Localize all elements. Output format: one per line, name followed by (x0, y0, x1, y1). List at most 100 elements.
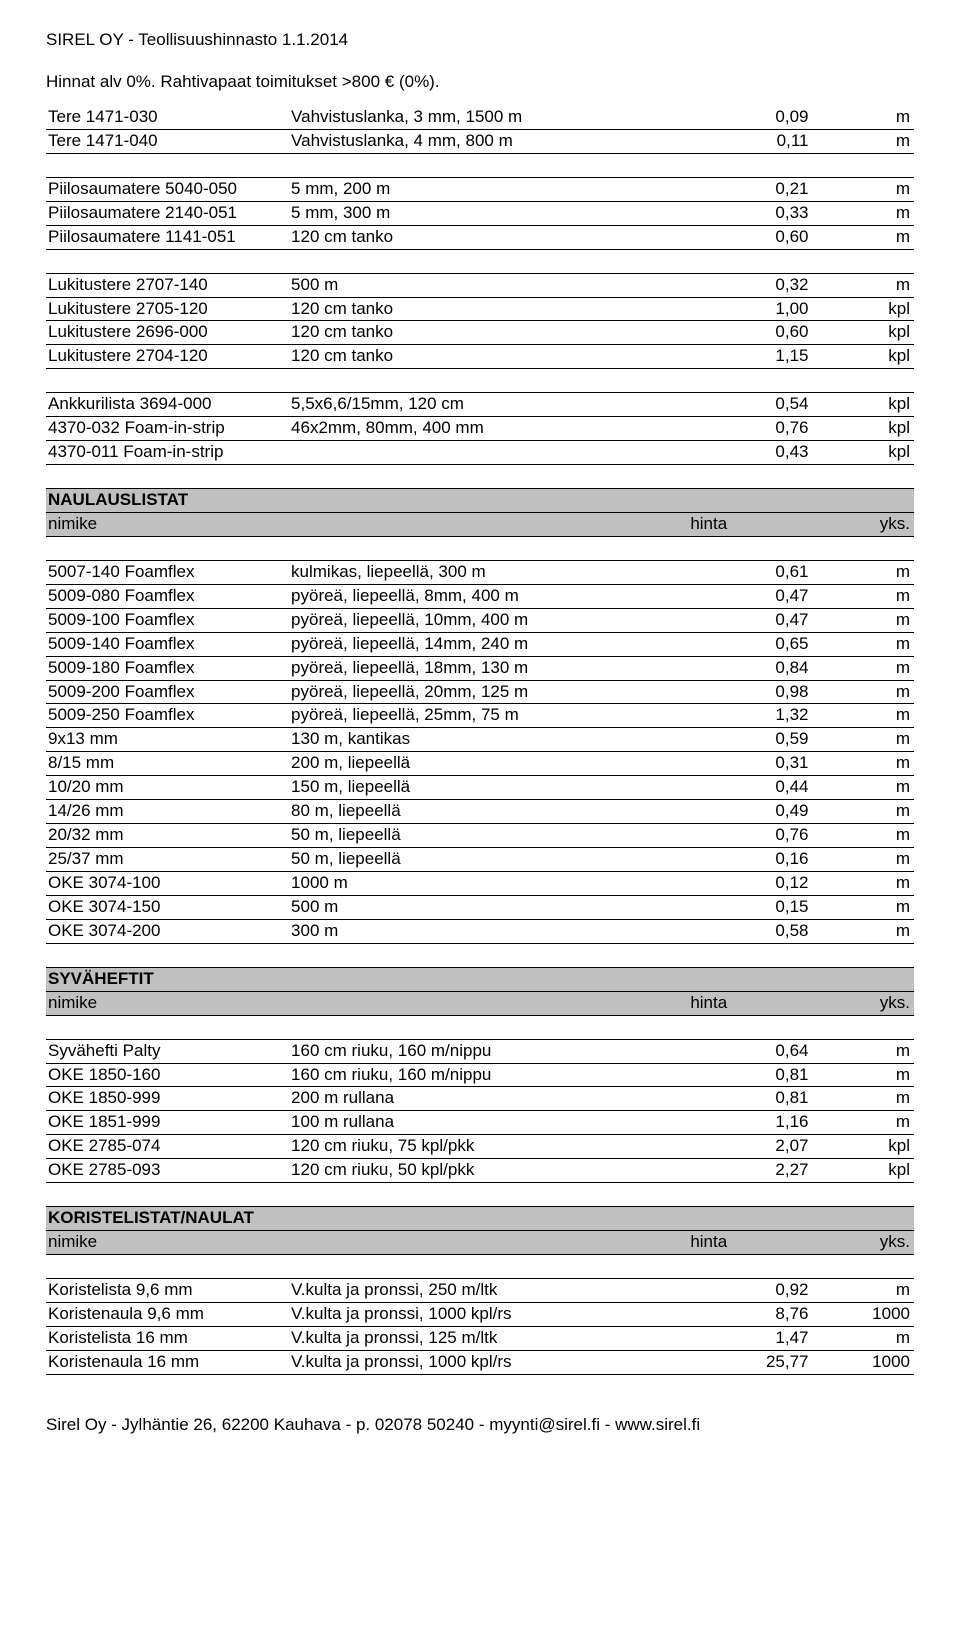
cell-code: OKE 3074-200 (46, 919, 289, 943)
cell-desc: V.kulta ja pronssi, 125 m/ltk (289, 1326, 688, 1350)
cell-desc: 120 cm tanko (289, 297, 688, 321)
cell-price: 0,12 (688, 872, 818, 896)
cell-unit: m (819, 201, 915, 225)
table-row: 14/26 mm80 m, liepeellä0,49m (46, 800, 914, 824)
cell-price: 0,43 (688, 441, 818, 465)
cell-code: OKE 1851-999 (46, 1111, 289, 1135)
cell-desc: 50 m, liepeellä (289, 848, 688, 872)
cell-desc: 120 cm tanko (289, 321, 688, 345)
section-title: NAULAUSLISTAT (46, 489, 914, 513)
table-row: Koristenaula 9,6 mmV.kulta ja pronssi, 1… (46, 1302, 914, 1326)
table-row: 20/32 mm50 m, liepeellä0,76m (46, 824, 914, 848)
cell-unit: m (819, 704, 915, 728)
cell-price: 1,47 (688, 1326, 818, 1350)
table-row: Syvähefti Palty160 cm riuku, 160 m/nippu… (46, 1039, 914, 1063)
table-row: 5009-200 Foamflexpyöreä, liepeellä, 20mm… (46, 680, 914, 704)
table-row: OKE 2785-093120 cm riuku, 50 kpl/pkk2,27… (46, 1159, 914, 1183)
col-header-name: nimike (46, 991, 289, 1015)
cell-price: 0,54 (688, 393, 818, 417)
cell-price: 0,61 (688, 560, 818, 584)
cell-price: 0,09 (688, 106, 818, 129)
cell-code: Koristelista 16 mm (46, 1326, 289, 1350)
cell-price: 0,60 (688, 321, 818, 345)
cell-unit: kpl (819, 1159, 915, 1183)
cell-desc: pyöreä, liepeellä, 8mm, 400 m (289, 584, 688, 608)
cell-code: Koristenaula 16 mm (46, 1350, 289, 1374)
cell-unit: m (819, 632, 915, 656)
col-header-spacer (289, 1231, 688, 1255)
cell-desc: Vahvistuslanka, 3 mm, 1500 m (289, 106, 688, 129)
spacer-row (46, 943, 914, 967)
section-header-row: SYVÄHEFTIT (46, 967, 914, 991)
table-row: 4370-011 Foam-in-strip 0,43kpl (46, 441, 914, 465)
spacer-row (46, 1183, 914, 1207)
cell-price: 0,58 (688, 919, 818, 943)
cell-desc: pyöreä, liepeellä, 18mm, 130 m (289, 656, 688, 680)
cell-code: OKE 2785-093 (46, 1159, 289, 1183)
table-row: OKE 3074-1001000 m0,12m (46, 872, 914, 896)
cell-desc: pyöreä, liepeellä, 10mm, 400 m (289, 608, 688, 632)
cell-unit: m (819, 225, 915, 249)
cell-desc: pyöreä, liepeellä, 14mm, 240 m (289, 632, 688, 656)
table-row: OKE 3074-150500 m0,15m (46, 895, 914, 919)
cell-unit: m (819, 680, 915, 704)
cell-code: Piilosaumatere 2140-051 (46, 201, 289, 225)
cell-code: 25/37 mm (46, 848, 289, 872)
cell-code: 5009-140 Foamflex (46, 632, 289, 656)
table-row: Lukitustere 2704-120120 cm tanko1,15kpl (46, 345, 914, 369)
table-row: OKE 1850-999200 m rullana0,81m (46, 1087, 914, 1111)
cell-unit: 1000 (819, 1302, 915, 1326)
spacer-row (46, 465, 914, 489)
cell-price: 0,76 (688, 417, 818, 441)
cell-price: 0,76 (688, 824, 818, 848)
cell-unit: m (819, 106, 915, 129)
cell-code: Lukitustere 2707-140 (46, 273, 289, 297)
cell-unit: m (819, 608, 915, 632)
cell-code: 5009-180 Foamflex (46, 656, 289, 680)
table-row: OKE 1851-999100 m rullana1,16m (46, 1111, 914, 1135)
cell-code: 9x13 mm (46, 728, 289, 752)
cell-desc: 120 cm tanko (289, 225, 688, 249)
table-row: Piilosaumatere 1141-051120 cm tanko0,60m (46, 225, 914, 249)
cell-desc: 80 m, liepeellä (289, 800, 688, 824)
cell-price: 1,15 (688, 345, 818, 369)
section-title: KORISTELISTAT/NAULAT (46, 1207, 914, 1231)
cell-unit: kpl (819, 441, 915, 465)
table-row: Koristelista 9,6 mmV.kulta ja pronssi, 2… (46, 1278, 914, 1302)
cell-code: Lukitustere 2696-000 (46, 321, 289, 345)
col-header-price: hinta (688, 1231, 818, 1255)
cell-desc: V.kulta ja pronssi, 1000 kpl/rs (289, 1350, 688, 1374)
table-row: 25/37 mm50 m, liepeellä0,16m (46, 848, 914, 872)
table-row: Ankkurilista 3694-0005,5x6,6/15mm, 120 c… (46, 393, 914, 417)
cell-price: 0,81 (688, 1063, 818, 1087)
cell-unit: m (819, 1278, 915, 1302)
table-row: 5009-080 Foamflexpyöreä, liepeellä, 8mm,… (46, 584, 914, 608)
cell-desc: pyöreä, liepeellä, 20mm, 125 m (289, 680, 688, 704)
cell-desc: 100 m rullana (289, 1111, 688, 1135)
cell-price: 2,27 (688, 1159, 818, 1183)
table-row: Piilosaumatere 2140-0515 mm, 300 m0,33m (46, 201, 914, 225)
cell-desc: 160 cm riuku, 160 m/nippu (289, 1063, 688, 1087)
cell-code: Ankkurilista 3694-000 (46, 393, 289, 417)
cell-unit: m (819, 584, 915, 608)
col-header-unit: yks. (819, 1231, 915, 1255)
cell-price: 0,21 (688, 177, 818, 201)
table-row: Tere 1471-030Vahvistuslanka, 3 mm, 1500 … (46, 106, 914, 129)
cell-price: 1,32 (688, 704, 818, 728)
cell-desc: kulmikas, liepeellä, 300 m (289, 560, 688, 584)
cell-unit: kpl (819, 417, 915, 441)
cell-code: 5009-080 Foamflex (46, 584, 289, 608)
cell-desc: V.kulta ja pronssi, 250 m/ltk (289, 1278, 688, 1302)
table-row: 8/15 mm200 m, liepeellä0,31m (46, 752, 914, 776)
cell-price: 0,47 (688, 608, 818, 632)
cell-unit: m (819, 1063, 915, 1087)
table-row: 5009-140 Foamflexpyöreä, liepeellä, 14mm… (46, 632, 914, 656)
cell-unit: kpl (819, 345, 915, 369)
cell-code: Lukitustere 2704-120 (46, 345, 289, 369)
cell-code: OKE 1850-999 (46, 1087, 289, 1111)
cell-code: Koristelista 9,6 mm (46, 1278, 289, 1302)
cell-unit: m (819, 776, 915, 800)
spacer-row (46, 153, 914, 177)
cell-code: 14/26 mm (46, 800, 289, 824)
cell-code: 4370-011 Foam-in-strip (46, 441, 289, 465)
